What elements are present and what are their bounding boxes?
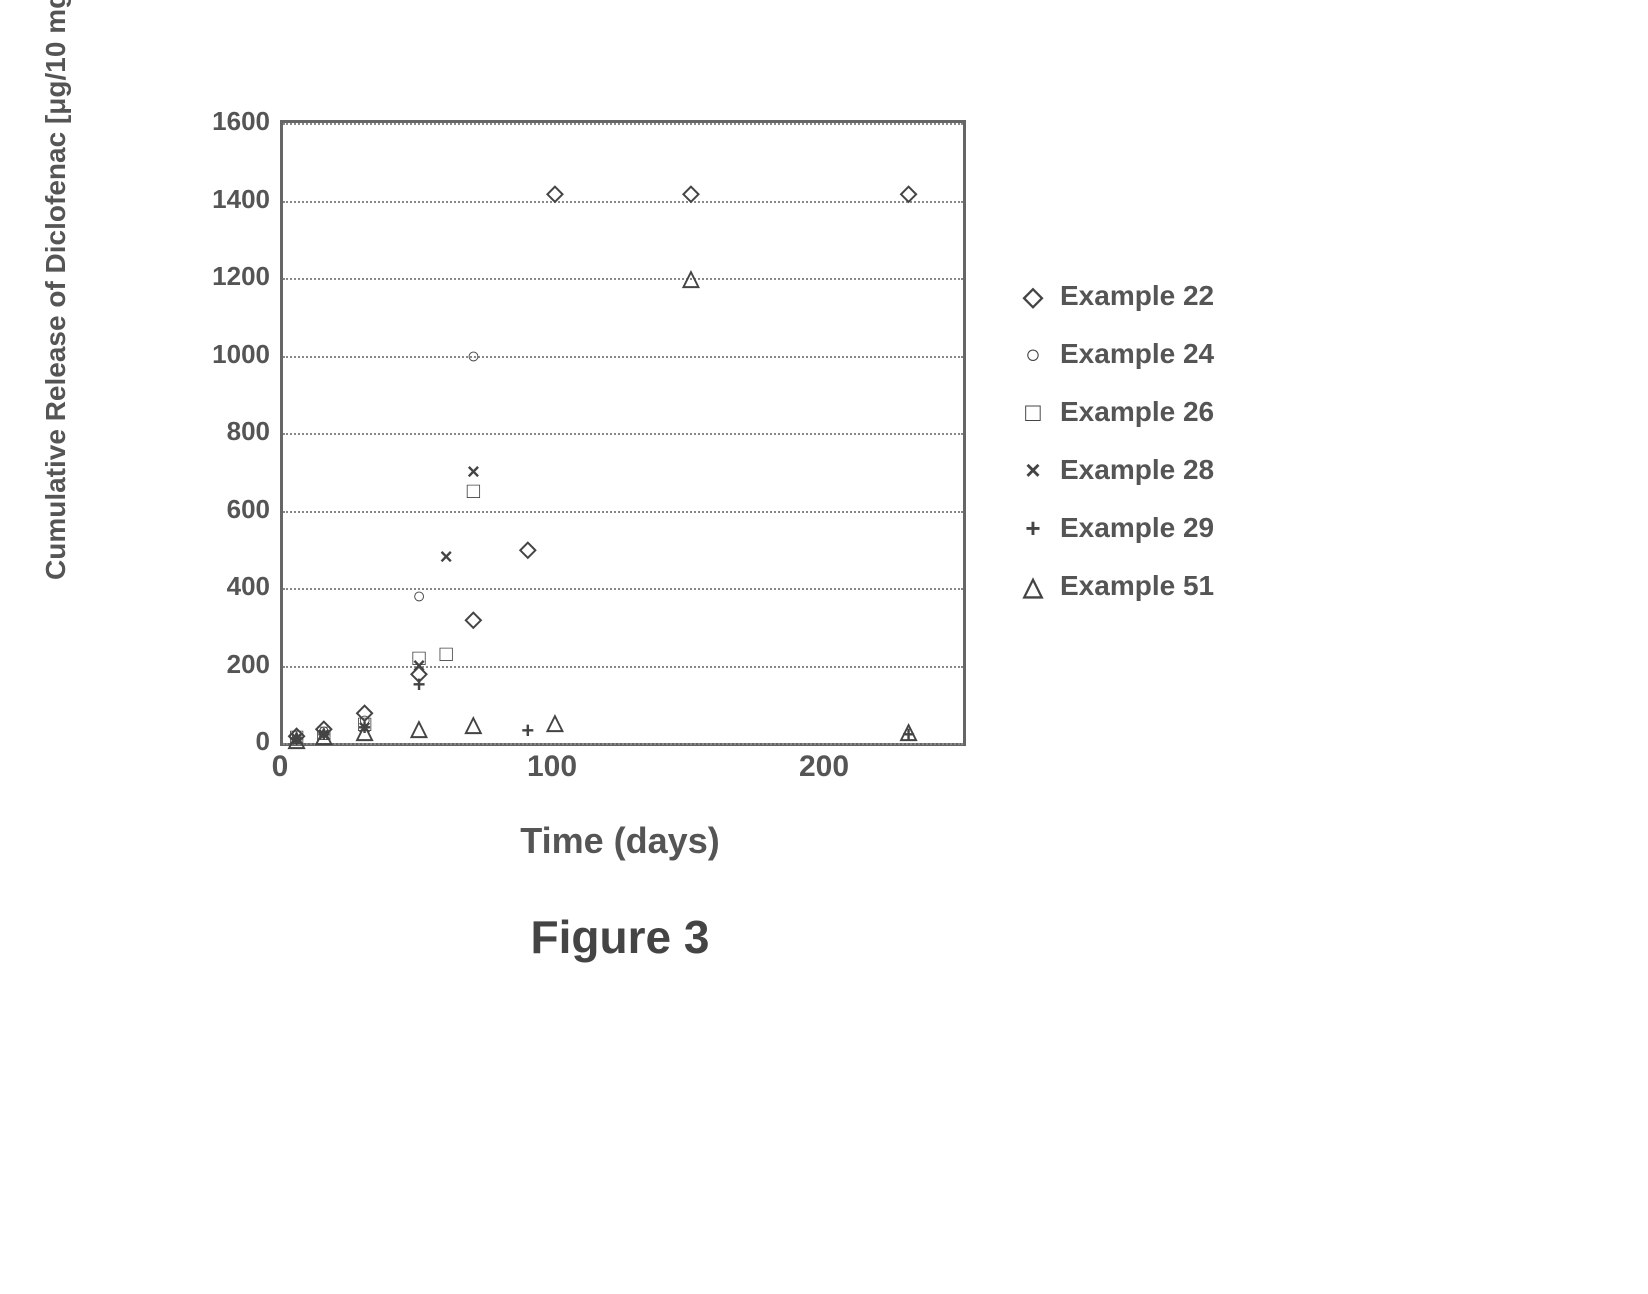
y-tick-label: 600: [170, 494, 270, 525]
legend-label: Example 26: [1060, 396, 1214, 428]
legend-item: × Example 28: [1020, 454, 1320, 486]
figure-caption: Figure 3: [280, 910, 960, 964]
legend-item: ○ Example 24: [1020, 338, 1320, 370]
data-point: △: [465, 711, 482, 737]
data-point: △: [315, 722, 332, 748]
data-point: □: [440, 641, 453, 667]
legend-label: Example 29: [1060, 512, 1214, 544]
legend-label: Example 22: [1060, 280, 1214, 312]
x-tick-label: 100: [527, 750, 577, 784]
legend-item: + Example 29: [1020, 512, 1320, 544]
data-point: ◇: [519, 536, 536, 562]
data-point: ◇: [547, 180, 564, 206]
gridline: [283, 123, 963, 125]
data-point: △: [288, 726, 305, 752]
gridline: [283, 433, 963, 435]
y-tick-label: 800: [170, 416, 270, 447]
legend-marker-icon: △: [1020, 573, 1046, 599]
figure: Cumulative Release of Diclofenac [μg/10 …: [80, 100, 1568, 1100]
legend-item: □ Example 26: [1020, 396, 1320, 428]
legend-label: Example 28: [1060, 454, 1214, 486]
x-axis-label: Time (days): [280, 820, 960, 862]
gridline: [283, 743, 963, 745]
y-tick-label: 1200: [170, 261, 270, 292]
gridline: [283, 278, 963, 280]
y-tick-label: 0: [170, 726, 270, 757]
legend-item: △ Example 51: [1020, 570, 1320, 602]
y-tick-label: 400: [170, 571, 270, 602]
gridline: [283, 511, 963, 513]
data-point: ◇: [465, 606, 482, 632]
gridline: [283, 356, 963, 358]
data-point: ◇: [683, 180, 700, 206]
y-tick-label: 1600: [170, 106, 270, 137]
x-tick-label: 0: [272, 750, 289, 784]
legend-marker-icon: ○: [1020, 341, 1046, 367]
y-tick-label: 200: [170, 649, 270, 680]
y-axis-label: Cumulative Release of Diclofenac [μg/10 …: [40, 0, 72, 580]
data-point: △: [547, 709, 564, 735]
data-point: +: [521, 718, 534, 744]
data-point: ○: [467, 343, 480, 369]
gridline: [283, 666, 963, 668]
legend-marker-icon: ×: [1020, 457, 1046, 483]
legend-label: Example 51: [1060, 570, 1214, 602]
y-tick-label: 1000: [170, 339, 270, 370]
data-point: ×: [440, 544, 453, 570]
data-point: △: [900, 718, 917, 744]
legend-item: ◇ Example 22: [1020, 280, 1320, 312]
data-point: +: [413, 672, 426, 698]
plot-area: ◇◇◇◇◇◇◇◇◇○○○○○□□□□□□××××××++++++△△△△△△△△: [280, 120, 966, 746]
data-point: ○: [412, 583, 425, 609]
legend-marker-icon: ◇: [1020, 283, 1046, 309]
data-point: △: [683, 265, 700, 291]
data-point: ×: [467, 459, 480, 485]
data-point: △: [411, 715, 428, 741]
x-axis: 0100200: [280, 750, 960, 810]
legend: ◇ Example 22 ○ Example 24 □ Example 26 × Exampl…: [1020, 280, 1320, 628]
chart-container: Cumulative Release of Diclofenac [μg/10 …: [80, 100, 1568, 1100]
legend-marker-icon: □: [1020, 399, 1046, 425]
gridline: [283, 201, 963, 203]
gridline: [283, 588, 963, 590]
legend-label: Example 24: [1060, 338, 1214, 370]
data-point: ◇: [900, 180, 917, 206]
x-tick-label: 200: [799, 750, 849, 784]
y-tick-label: 1400: [170, 184, 270, 215]
y-axis: 02004006008001000120014001600: [170, 120, 270, 740]
legend-marker-icon: +: [1020, 515, 1046, 541]
data-point: △: [356, 718, 373, 744]
